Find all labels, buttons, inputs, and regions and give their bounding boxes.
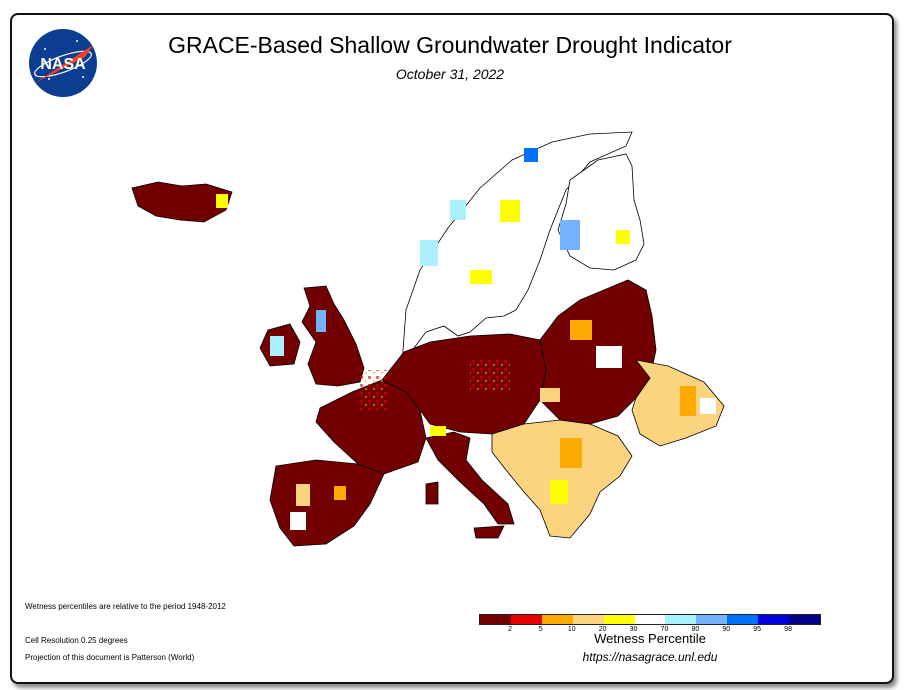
legend-tick-label: 30 (629, 626, 638, 633)
legend-tick-label: 80 (691, 626, 700, 633)
legend-tick-label: 20 (598, 626, 607, 633)
legend-swatch (758, 615, 790, 624)
map-title: GRACE-Based Shallow Groundwater Drought … (168, 32, 732, 58)
map-area-ukraine-east (631, 359, 725, 447)
legend-swatch (696, 615, 728, 624)
legend-tick-label: 10 (567, 626, 576, 633)
note-resolution: Cell Resolution 0.25 degrees (25, 636, 128, 645)
legend-swatch (572, 615, 604, 624)
legend-tick-label: 98 (784, 626, 792, 633)
legend-swatch (789, 615, 820, 624)
map-area-british-isles (259, 285, 365, 387)
map-area-scandinavia (401, 131, 633, 366)
legend-swatch (634, 615, 666, 624)
map-area-italy (425, 431, 515, 539)
legend-tick-label: 95 (753, 626, 762, 633)
legend-title: Wetness Percentile (594, 631, 706, 646)
legend-swatch (665, 615, 697, 624)
legend-tick-label: 70 (660, 626, 669, 633)
legend-swatch (541, 615, 573, 624)
legend-swatch (603, 615, 635, 624)
legend-tick-label: 2 (507, 626, 512, 633)
legend-tick-label: 90 (722, 626, 731, 633)
legend-color-bar (479, 614, 821, 625)
wetness-patches (216, 148, 716, 530)
legend-swatch (727, 615, 759, 624)
nasa-logo: NASA (29, 29, 97, 97)
legend-tick-label: 5 (538, 626, 543, 633)
svg-text:NASA: NASA (40, 56, 86, 73)
source-url[interactable]: https://nasagrace.unl.edu (582, 650, 718, 664)
legend-swatch (480, 615, 511, 624)
map-date: October 31, 2022 (395, 66, 505, 82)
drought-map (131, 131, 725, 547)
legend-ticks: 2 5 10 20 30 70 80 90 95 98 (479, 626, 819, 636)
note-period: Wetness percentiles are relative to the … (25, 602, 226, 611)
note-projection: Projection of this document is Patterson… (25, 653, 195, 662)
legend-swatch (510, 615, 542, 624)
map-area-iceland (131, 181, 233, 223)
map-area-iberia (269, 459, 385, 547)
